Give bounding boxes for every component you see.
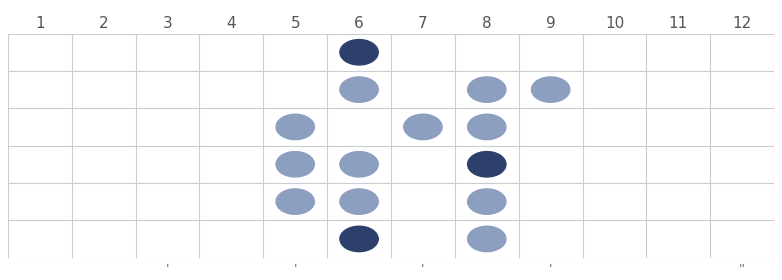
Ellipse shape bbox=[276, 189, 314, 214]
Text: ': ' bbox=[166, 263, 169, 276]
Ellipse shape bbox=[340, 39, 378, 65]
Ellipse shape bbox=[340, 77, 378, 102]
Ellipse shape bbox=[340, 151, 378, 177]
Text: ': ' bbox=[293, 263, 297, 276]
Ellipse shape bbox=[468, 114, 506, 140]
Ellipse shape bbox=[468, 189, 506, 214]
Ellipse shape bbox=[532, 77, 570, 102]
Text: '': '' bbox=[739, 263, 746, 276]
Ellipse shape bbox=[340, 189, 378, 214]
Ellipse shape bbox=[468, 151, 506, 177]
Ellipse shape bbox=[276, 151, 314, 177]
Ellipse shape bbox=[468, 77, 506, 102]
Text: ': ' bbox=[421, 263, 425, 276]
Ellipse shape bbox=[404, 114, 442, 140]
Text: ': ' bbox=[549, 263, 552, 276]
Ellipse shape bbox=[340, 226, 378, 252]
Ellipse shape bbox=[468, 226, 506, 252]
Ellipse shape bbox=[276, 114, 314, 140]
